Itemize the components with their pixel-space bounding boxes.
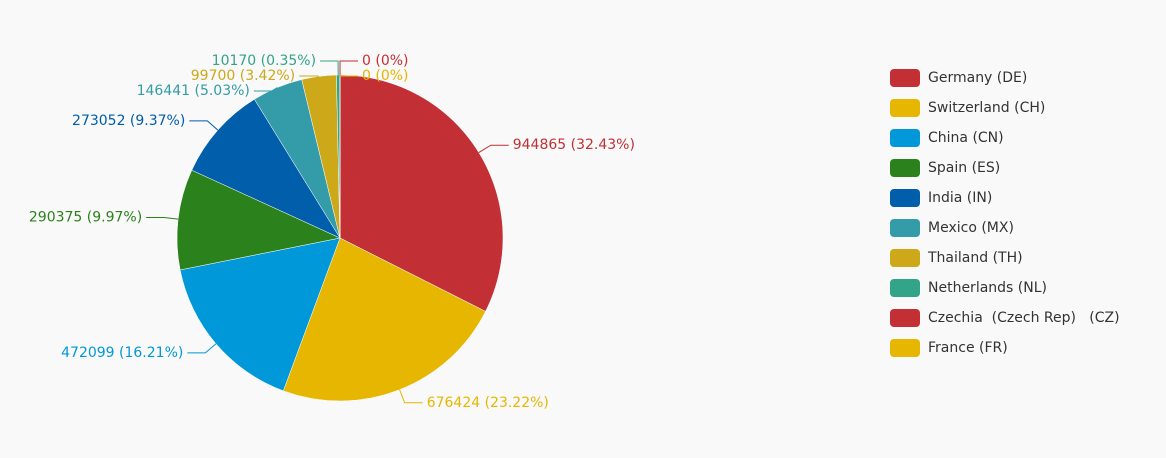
data-label: 10170 (0.35%) (212, 53, 316, 69)
data-label: 472099 (16.21%) (61, 345, 183, 361)
data-label: 273052 (9.37%) (72, 113, 185, 129)
label-line (187, 343, 217, 354)
label-line (189, 120, 219, 131)
legend-label: Switzerland (CH) (928, 100, 1045, 116)
data-label: 0 (0%) (362, 53, 409, 69)
data-label: 146441 (5.03%) (137, 83, 250, 99)
legend-label: Thailand (TH) (927, 250, 1023, 266)
legend-label: Netherlands (NL) (928, 280, 1047, 296)
legend-swatch (890, 159, 920, 177)
legend-swatch (890, 189, 920, 207)
pie-slice (191, 98, 341, 239)
legend-swatch (890, 69, 920, 87)
label-line (146, 217, 179, 220)
label-line (253, 87, 278, 92)
label-line (399, 389, 423, 404)
data-label: 0 (0%) (362, 68, 409, 84)
legend-swatch (890, 99, 920, 117)
legend-label: Germany (DE) (928, 70, 1027, 86)
legend-swatch (890, 279, 920, 297)
legend-swatch (890, 339, 920, 357)
pie-slice (339, 74, 504, 312)
data-label: 944865 (32.43%) (513, 137, 635, 153)
data-label: 676424 (23.22%) (427, 395, 549, 411)
pie-slice (282, 237, 486, 402)
legend-swatch (890, 219, 920, 237)
label-line (320, 60, 339, 76)
data-label: 290375 (9.97%) (29, 210, 142, 226)
label-line (478, 144, 509, 153)
data-label: 99700 (3.42%) (191, 68, 295, 84)
legend-label: France (FR) (928, 340, 1008, 356)
legend-label: Mexico (MX) (928, 220, 1014, 236)
legend-swatch (890, 309, 920, 327)
legend-swatch (890, 249, 920, 267)
label-line (339, 60, 358, 75)
legend-label: India (IN) (928, 190, 992, 206)
legend-label: Czechia (Czech Rep) (CZ) (928, 310, 1120, 326)
legend-swatch (890, 129, 920, 147)
label-line (339, 75, 358, 77)
legend-label: China (CN) (928, 130, 1004, 146)
legend-label: Spain (ES) (928, 160, 1000, 176)
